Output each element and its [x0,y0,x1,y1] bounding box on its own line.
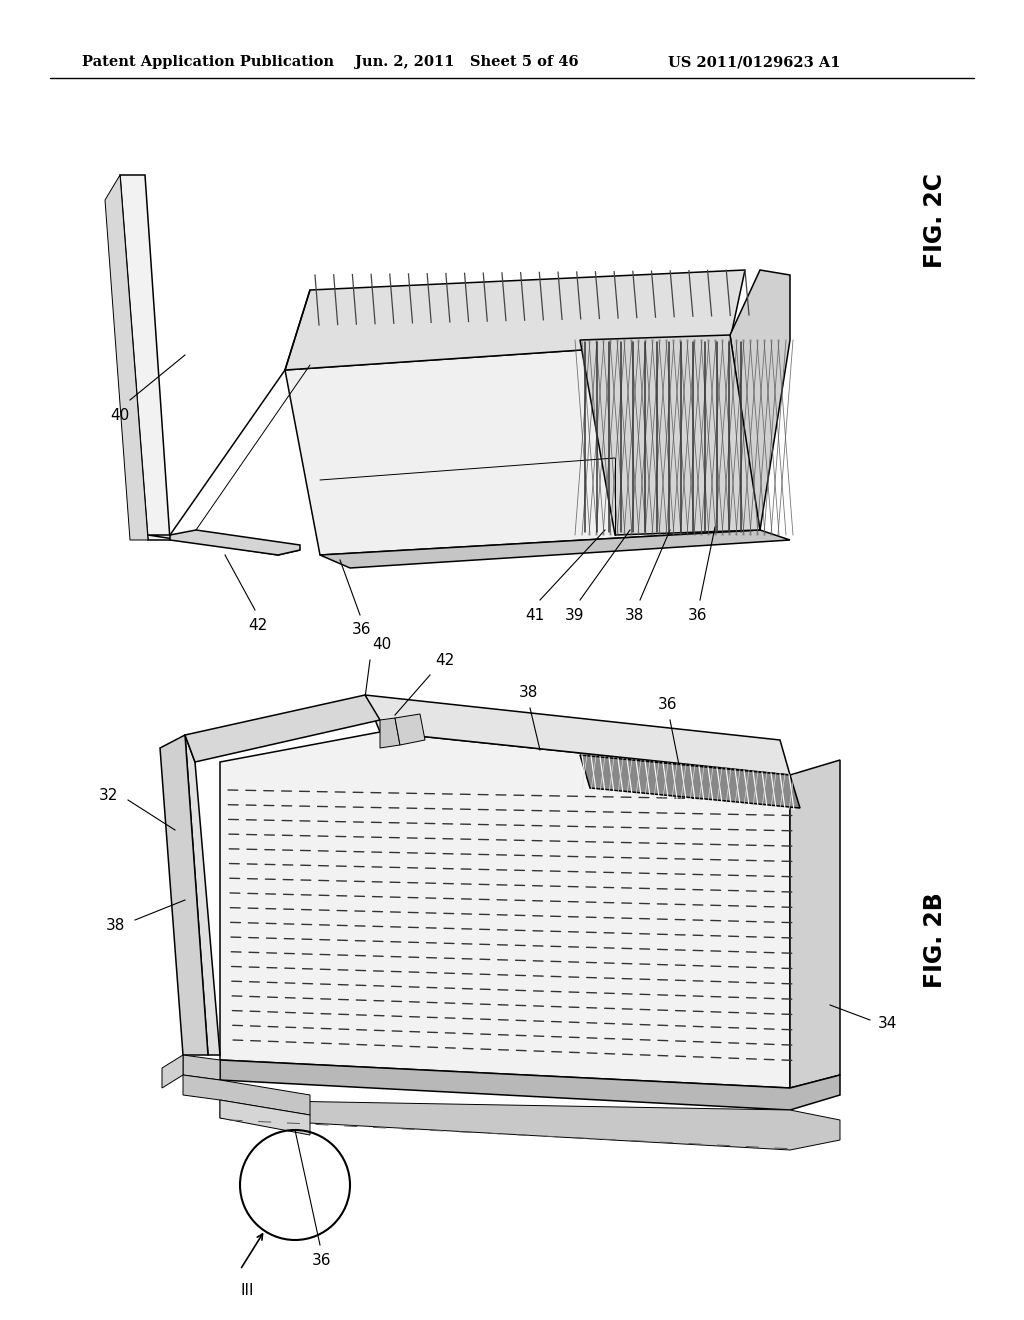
Polygon shape [220,733,790,1088]
Text: 39: 39 [565,609,585,623]
Polygon shape [285,271,745,370]
Polygon shape [730,271,790,540]
Text: US 2011/0129623 A1: US 2011/0129623 A1 [668,55,841,69]
Text: Patent Application Publication: Patent Application Publication [82,55,334,69]
Polygon shape [790,760,840,1088]
Polygon shape [220,1060,840,1110]
Polygon shape [162,1055,183,1088]
Text: FIG. 2C: FIG. 2C [923,173,947,268]
Text: 40: 40 [372,638,391,652]
Polygon shape [183,1055,220,1080]
Text: 41: 41 [525,609,545,623]
Text: 36: 36 [688,609,708,623]
Text: Jun. 2, 2011   Sheet 5 of 46: Jun. 2, 2011 Sheet 5 of 46 [355,55,579,69]
Polygon shape [580,755,800,808]
Text: 42: 42 [435,653,455,668]
Polygon shape [148,535,300,554]
Text: III: III [241,1283,254,1298]
Polygon shape [380,718,400,748]
Text: 38: 38 [518,685,538,700]
Text: 36: 36 [658,697,678,711]
Text: 42: 42 [249,618,267,634]
Text: 34: 34 [878,1016,897,1031]
Polygon shape [285,341,760,554]
Text: 38: 38 [105,919,125,933]
Text: 38: 38 [626,609,645,623]
Text: 36: 36 [312,1253,332,1269]
Polygon shape [220,1100,840,1150]
Polygon shape [365,696,790,775]
Text: 40: 40 [111,408,130,422]
Polygon shape [580,335,760,535]
Polygon shape [220,1100,310,1135]
Text: FIG. 2B: FIG. 2B [923,892,947,987]
Polygon shape [185,696,380,762]
Text: 36: 36 [352,622,372,638]
Polygon shape [105,176,148,540]
Text: 32: 32 [98,788,118,803]
Polygon shape [183,1074,310,1115]
Polygon shape [160,735,208,1055]
Polygon shape [120,176,170,540]
Polygon shape [170,531,300,554]
Polygon shape [319,531,790,568]
Polygon shape [185,735,220,1055]
Polygon shape [395,714,425,744]
